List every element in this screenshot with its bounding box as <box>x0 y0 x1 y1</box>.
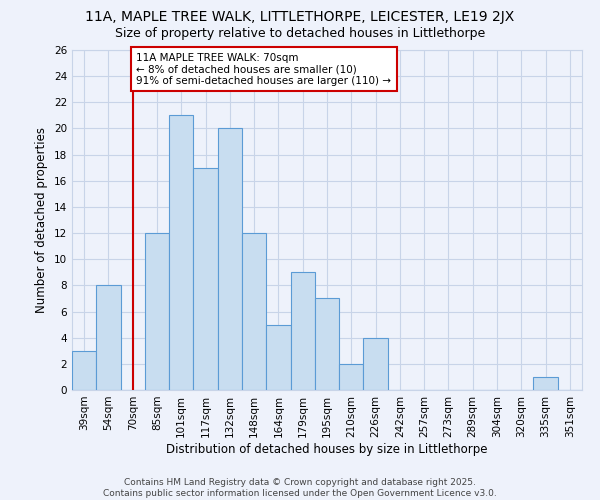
Bar <box>266 324 290 390</box>
Bar <box>218 128 242 390</box>
Bar <box>533 377 558 390</box>
X-axis label: Distribution of detached houses by size in Littlethorpe: Distribution of detached houses by size … <box>166 442 488 456</box>
Bar <box>315 298 339 390</box>
Bar <box>242 233 266 390</box>
Text: 11A MAPLE TREE WALK: 70sqm
← 8% of detached houses are smaller (10)
91% of semi-: 11A MAPLE TREE WALK: 70sqm ← 8% of detac… <box>136 52 391 86</box>
Bar <box>364 338 388 390</box>
Bar <box>145 233 169 390</box>
Bar <box>339 364 364 390</box>
Y-axis label: Number of detached properties: Number of detached properties <box>35 127 49 313</box>
Bar <box>96 286 121 390</box>
Bar <box>169 116 193 390</box>
Bar <box>290 272 315 390</box>
Text: 11A, MAPLE TREE WALK, LITTLETHORPE, LEICESTER, LE19 2JX: 11A, MAPLE TREE WALK, LITTLETHORPE, LEIC… <box>85 10 515 24</box>
Bar <box>72 351 96 390</box>
Text: Size of property relative to detached houses in Littlethorpe: Size of property relative to detached ho… <box>115 28 485 40</box>
Text: Contains HM Land Registry data © Crown copyright and database right 2025.
Contai: Contains HM Land Registry data © Crown c… <box>103 478 497 498</box>
Bar <box>193 168 218 390</box>
